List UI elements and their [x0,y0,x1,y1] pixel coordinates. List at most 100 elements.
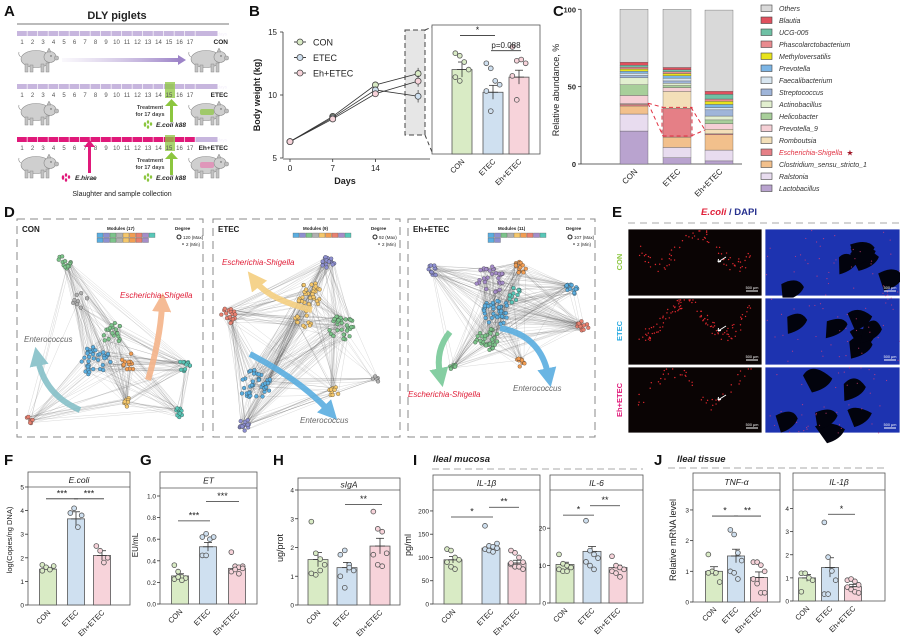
network-edge [126,399,178,416]
lumen-region [815,409,838,430]
network-edge [224,264,327,311]
network-edge [330,316,337,390]
signal-dot [678,306,681,308]
signal-dot [685,375,687,378]
network-edge [333,318,336,388]
day-number: 16 [176,146,183,152]
network-edge [76,294,129,403]
module-swatch [526,232,534,238]
significance-label: *** [57,488,68,498]
data-point [494,540,500,547]
days-label: days [217,137,227,142]
network-edge [246,257,326,394]
signal-dot [657,381,660,383]
network-edge [231,322,251,371]
network-node [85,351,90,356]
signal-dot [691,301,693,304]
network-edge [264,322,342,392]
network-edge [253,373,263,397]
segment-clostridium_sensu_stricto_1 [662,136,692,148]
network-edge [70,262,86,372]
day-number: 11 [124,40,131,46]
data-point [713,570,719,576]
network-edge [86,298,182,411]
network-edge [230,260,327,324]
network-edge [111,325,125,402]
network-edge [126,369,178,416]
network-edge [248,319,342,425]
network-edge [519,269,581,327]
signal-dot [815,414,817,416]
day-number: 6 [73,93,77,99]
signal-dot [667,373,670,375]
network-edge [234,311,245,425]
timeline-segment [90,31,101,36]
timeline-segment [101,31,111,36]
network-edge [500,263,517,307]
network-edge [80,307,86,372]
panel-letter-a: A [4,3,15,20]
bacteria-icon [64,178,68,182]
network-edge [126,406,181,409]
signal-dot [870,263,872,265]
network-edge [228,317,253,386]
timeline-segment [38,137,48,142]
network-edge [251,378,378,386]
network-node [516,356,521,361]
y-tick-label: 0 [785,599,789,606]
legend-swatch [760,40,773,48]
signal-dot [819,303,822,305]
network-edge [295,318,333,389]
network-edge [430,264,522,273]
network-node [296,298,301,303]
network-edge [493,303,589,328]
network-edge [239,298,315,428]
network-frame [16,218,204,438]
network-edge [131,353,180,414]
x-tick-label: CON [448,157,466,175]
network-node [97,352,102,357]
day-number: 5 [62,146,66,152]
legend-marker [296,69,304,77]
network-edge [481,274,493,344]
data-point [371,90,379,98]
dapi-image: 500 μm [764,366,900,444]
signal-dot [691,381,693,383]
network-node [90,352,95,357]
scale-bar-label: 500 μm [884,423,897,427]
network-edge [515,264,579,324]
panel-e-title-ecoli: E.coli [701,207,727,218]
network-edge [434,267,485,308]
signal-dot [666,312,668,314]
timeline-segment [195,31,218,36]
network-edge [521,286,567,361]
network-node [581,323,586,328]
signal-dot [748,256,751,258]
network-node [336,318,341,323]
signal-dot [649,339,651,342]
data-point [617,574,623,580]
ecoli-image: 500 μm [627,297,763,366]
data-point [487,65,494,72]
signal-dot [776,374,778,376]
signal-dot [681,307,683,310]
network-edge [502,264,517,318]
network-node [86,359,91,364]
signal-dot [729,257,731,259]
network-edge [88,361,185,372]
signal-dot [837,316,839,318]
network-edge [250,258,325,387]
network-edge [326,264,332,390]
network-node [121,362,126,367]
days-label: days [217,31,227,36]
timeline-segment [185,84,195,89]
network-edge [98,354,187,364]
network-edge [244,318,296,431]
data-point [705,551,712,558]
segment-blautia [662,67,692,70]
panel-letter-i: I [413,452,417,469]
network-edge [231,322,250,397]
network-node [339,320,344,325]
network-edge [32,352,88,420]
